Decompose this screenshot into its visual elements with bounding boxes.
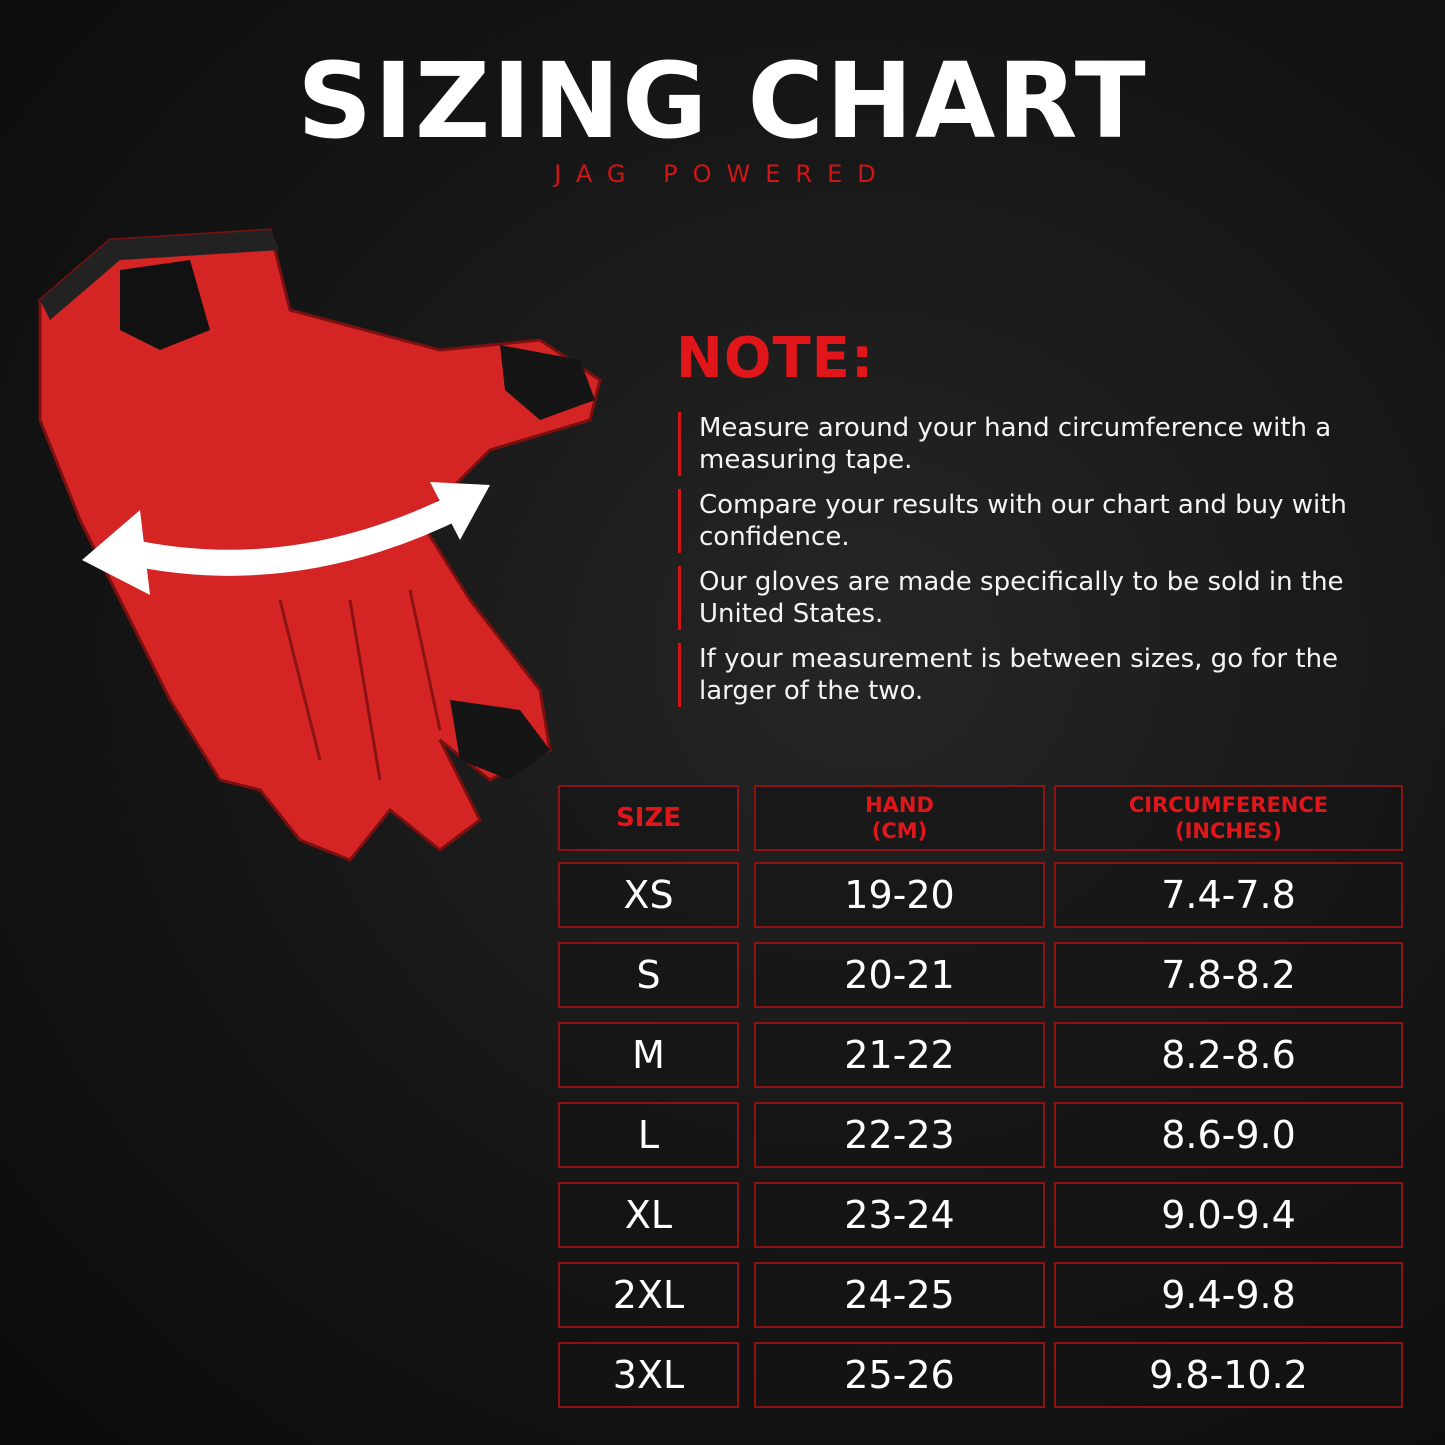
note-item: If your measurement is between sizes, go… xyxy=(678,643,1378,707)
table-cell-text: 8.2-8.6 xyxy=(1161,1033,1296,1077)
note-item: Compare your results with our chart and … xyxy=(678,489,1378,553)
table-cell-text: XS xyxy=(623,873,674,917)
table-cell-text: 24-25 xyxy=(844,1273,955,1317)
table-cell-text: 7.8-8.2 xyxy=(1161,953,1296,997)
table-cell: 9.0-9.4 xyxy=(1054,1182,1403,1248)
table-cell-text: 7.4-7.8 xyxy=(1161,873,1296,917)
table-cell-text: 21-22 xyxy=(844,1033,955,1077)
table-cell-text: 2XL xyxy=(612,1273,685,1317)
table-cell: 8.2-8.6 xyxy=(1054,1022,1403,1088)
table-cell-text: 3XL xyxy=(612,1353,685,1397)
table-cell-text: 22-23 xyxy=(844,1113,955,1157)
table-cell: XL xyxy=(558,1182,739,1248)
note-title: NOTE: xyxy=(676,326,875,391)
table-cell: 23-24 xyxy=(754,1182,1045,1248)
table-cell: 19-20 xyxy=(754,862,1045,928)
table-cell: 7.8-8.2 xyxy=(1054,942,1403,1008)
table-cell: 21-22 xyxy=(754,1022,1045,1088)
table-cell: 9.8-10.2 xyxy=(1054,1342,1403,1408)
table-cell-text: S xyxy=(636,953,661,997)
table-cell-text: 8.6-9.0 xyxy=(1161,1113,1296,1157)
table-cell: XS xyxy=(558,862,739,928)
table-cell: 22-23 xyxy=(754,1102,1045,1168)
table-header-cell-text: HAND (CM) xyxy=(865,793,934,843)
table-header-cell-text: CIRCUMFERENCE (INCHES) xyxy=(1128,793,1329,843)
glove-illustration xyxy=(38,228,602,862)
note-list: Measure around your hand circumference w… xyxy=(678,412,1378,720)
table-cell: L xyxy=(558,1102,739,1168)
table-cell: 24-25 xyxy=(754,1262,1045,1328)
note-item: Measure around your hand circumference w… xyxy=(678,412,1378,476)
table-cell: 2XL xyxy=(558,1262,739,1328)
table-cell-text: 20-21 xyxy=(844,953,955,997)
table-cell-text: XL xyxy=(624,1193,673,1237)
table-cell: M xyxy=(558,1022,739,1088)
table-cell-text: 9.4-9.8 xyxy=(1161,1273,1296,1317)
table-cell: 8.6-9.0 xyxy=(1054,1102,1403,1168)
table-cell: 25-26 xyxy=(754,1342,1045,1408)
table-header-cell: HAND (CM) xyxy=(754,785,1045,851)
table-header-cell: CIRCUMFERENCE (INCHES) xyxy=(1054,785,1403,851)
table-cell-text: 23-24 xyxy=(844,1193,955,1237)
table-cell-text: 25-26 xyxy=(844,1353,955,1397)
table-cell: 3XL xyxy=(558,1342,739,1408)
measuring-arrow-icon xyxy=(82,482,490,595)
table-cell: 7.4-7.8 xyxy=(1054,862,1403,928)
table-cell-text: 9.0-9.4 xyxy=(1161,1193,1296,1237)
table-cell-text: 19-20 xyxy=(844,873,955,917)
table-cell: 20-21 xyxy=(754,942,1045,1008)
table-cell: 9.4-9.8 xyxy=(1054,1262,1403,1328)
table-header-cell-text: SIZE xyxy=(615,803,681,833)
table-cell-text: 9.8-10.2 xyxy=(1149,1353,1308,1397)
table-cell-text: L xyxy=(637,1113,660,1157)
table-header-cell: SIZE xyxy=(558,785,739,851)
brand-subtitle: JAG POWERED xyxy=(554,160,891,188)
table-cell: S xyxy=(558,942,739,1008)
note-item: Our gloves are made specifically to be s… xyxy=(678,566,1378,630)
table-cell-text: M xyxy=(632,1033,665,1077)
page-title: SIZING CHART xyxy=(297,40,1148,162)
